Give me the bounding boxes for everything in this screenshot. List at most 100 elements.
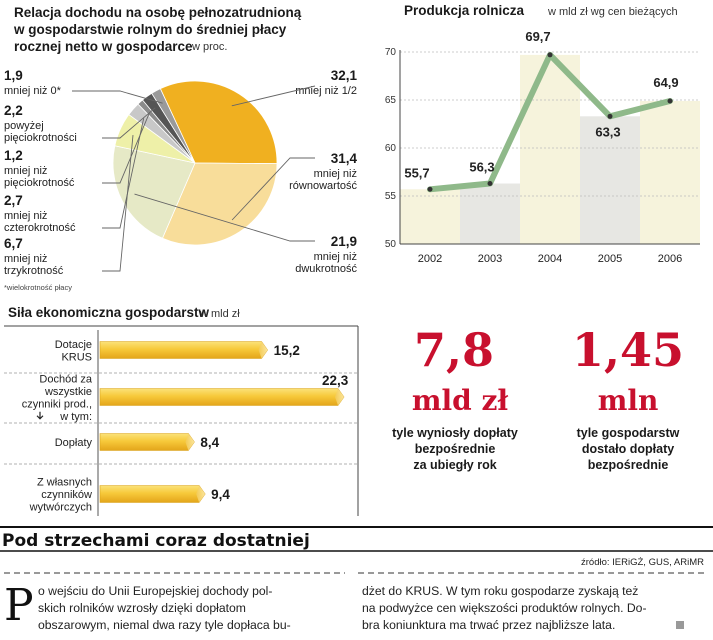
bar-value-4: 9,4	[211, 487, 230, 502]
line-chart-panel: Produkcja rolnicza w mld zł wg cen bieżą…	[385, 3, 700, 265]
pie-title-line-3: rocznej netto w gospodarce	[14, 39, 193, 54]
bar-1	[99, 341, 268, 359]
bar-cap-4	[196, 485, 206, 503]
bar-2	[99, 388, 345, 406]
line-xtick-2006: 2006	[658, 253, 682, 265]
pie-footnote: *wielokrotność płacy	[4, 283, 72, 292]
pie-leader-6	[102, 112, 151, 184]
bar-category-2-2: wszystkie	[44, 386, 92, 398]
pie-slices	[112, 80, 278, 246]
pie-value-4: 6,7	[4, 236, 23, 251]
line-xtick-2002: 2002	[418, 253, 442, 265]
line-band-2005	[580, 116, 640, 244]
pie-chart-panel: Relacja dochodu na osobę pełnozatrudnion…	[4, 5, 357, 292]
pie-label-8-1: mniej niż 0*	[4, 85, 62, 97]
source-note: źródło: IERiGŻ, GUS, ARiMR	[581, 557, 704, 568]
pie-leader-4	[102, 135, 134, 272]
col1-line-1: o wejściu do Unii Europejskiej dochody p…	[38, 584, 272, 598]
line-band-2004	[520, 54, 580, 244]
pie-value-6: 1,2	[4, 148, 23, 163]
line-point-label-2002: 55,7	[404, 165, 429, 180]
bar-3	[99, 433, 195, 451]
line-unit: w mld zł wg cen bieżących	[547, 6, 678, 18]
line-xtick-2003: 2003	[478, 253, 502, 265]
line-ytick-70: 70	[385, 47, 397, 58]
bar-title: Siła ekonomiczna gospodarstw	[8, 305, 210, 320]
pie-leader-8	[72, 90, 163, 104]
line-point-2003	[487, 181, 493, 187]
stat1-caption-3: za ubiegły rok	[413, 458, 496, 472]
pie-title-line-1: Relacja dochodu na osobę pełnozatrudnion…	[14, 5, 302, 20]
line-point-2005	[607, 113, 613, 119]
pie-label-5-1: mniej niż	[4, 210, 47, 222]
pie-label-4-2: trzykrotność	[4, 265, 64, 277]
stat-block-1: 7,8 mld zł tyle wyniosły dopłaty bezpośr…	[392, 323, 518, 472]
bar-sub-label: w tym:	[59, 411, 92, 423]
bar-value-1: 15,2	[274, 343, 300, 358]
pie-label-2-2: równowartość	[289, 180, 357, 192]
pie-slice-3	[112, 145, 196, 239]
pie-label-7-2: pięciokrotności	[4, 132, 77, 144]
stat2-value: 1,45	[572, 323, 684, 377]
stat2-caption-2: dostało dopłaty	[582, 442, 674, 456]
pie-value-2: 31,4	[331, 151, 358, 166]
bar-chart-panel: Siła ekonomiczna gospodarstw w mld zł 15…	[4, 305, 359, 516]
pie-label-2-1: mniej niż	[314, 168, 357, 180]
col2-line-1: dżet do KRUS. W tym roku gospodarze zysk…	[362, 584, 638, 598]
line-band-2003	[460, 183, 520, 244]
bar-category-2-1: Dochód za	[39, 373, 92, 385]
pie-value-8: 1,9	[4, 68, 23, 83]
stat-block-2: 1,45 mln tyle gospodarstw dostało dopłat…	[572, 323, 684, 472]
pie-leader-2	[231, 157, 315, 221]
pie-value-3: 21,9	[331, 234, 357, 249]
bar-category-4-3: wytwórczych	[29, 502, 92, 514]
pie-label-1-1: mniej niż 1/2	[295, 85, 357, 97]
bar-category-3-1: Dopłaty	[55, 437, 93, 449]
line-point-label-2006: 64,9	[653, 75, 678, 90]
line-band-2006	[640, 100, 700, 245]
arrow-down-icon	[36, 411, 44, 420]
pie-leader-3	[134, 193, 315, 242]
line-ytick-60: 60	[385, 143, 397, 154]
pie-value-5: 2,7	[4, 193, 23, 208]
pie-label-3-2: dwukrotność	[295, 263, 357, 275]
line-point-2004	[547, 52, 553, 58]
article: Pod strzechami coraz dostatniej źródło: …	[0, 526, 713, 632]
pie-label-6-1: mniej niż	[4, 165, 47, 177]
stat2-caption-1: tyle gospodarstw	[577, 426, 680, 440]
line-ytick-50: 50	[385, 239, 397, 250]
stat1-value: 7,8	[414, 323, 494, 377]
bar-unit: w mld zł	[199, 308, 240, 320]
line-background-bands	[400, 54, 700, 245]
pie-leader-5	[102, 118, 145, 229]
line-xtick-2005: 2005	[598, 253, 622, 265]
pie-leader-7	[102, 107, 156, 139]
bar-cap-1	[258, 341, 268, 359]
pie-label-5-2: czterokrotność	[4, 222, 76, 234]
bar-4	[99, 485, 206, 503]
stat1-caption-1: tyle wyniosły dopłaty	[392, 426, 518, 440]
line-ytick-65: 65	[385, 95, 397, 106]
pie-label-4-1: mniej niż	[4, 253, 47, 265]
line-title: Produkcja rolnicza	[404, 3, 525, 18]
pie-value-7: 2,2	[4, 103, 23, 118]
pie-leader-1	[231, 85, 316, 107]
col1-line-2: skich rolników wzrosły dzięki dopłatom	[38, 601, 246, 615]
line-point-labels: 55,7 56,3 69,7 63,3 64,9	[404, 29, 678, 180]
end-mark-icon	[676, 621, 684, 629]
bar-category-4-1: Z własnych	[37, 477, 92, 489]
line-point-label-2003: 56,3	[469, 160, 494, 175]
line-point-label-2005: 63,3	[595, 124, 620, 139]
col1-line-3: obszarowym, niemal dwa razy tyle dopłaca…	[38, 618, 291, 632]
stat2-unit: mln	[598, 384, 659, 417]
pie-label-7-1: powyżej	[4, 120, 44, 132]
stat2-caption-3: bezpośrednie	[588, 458, 669, 472]
bar-category-1-1: Dotacje	[55, 339, 92, 351]
pie-slice-2	[161, 162, 278, 246]
dropcap: P	[4, 580, 34, 631]
col2-line-2: na podwyżce cen większości produktów rol…	[362, 601, 647, 615]
bar-cap-2	[335, 388, 344, 406]
line-band-2002	[400, 189, 460, 244]
pie-label-6-2: pięciokrotność	[4, 177, 75, 189]
